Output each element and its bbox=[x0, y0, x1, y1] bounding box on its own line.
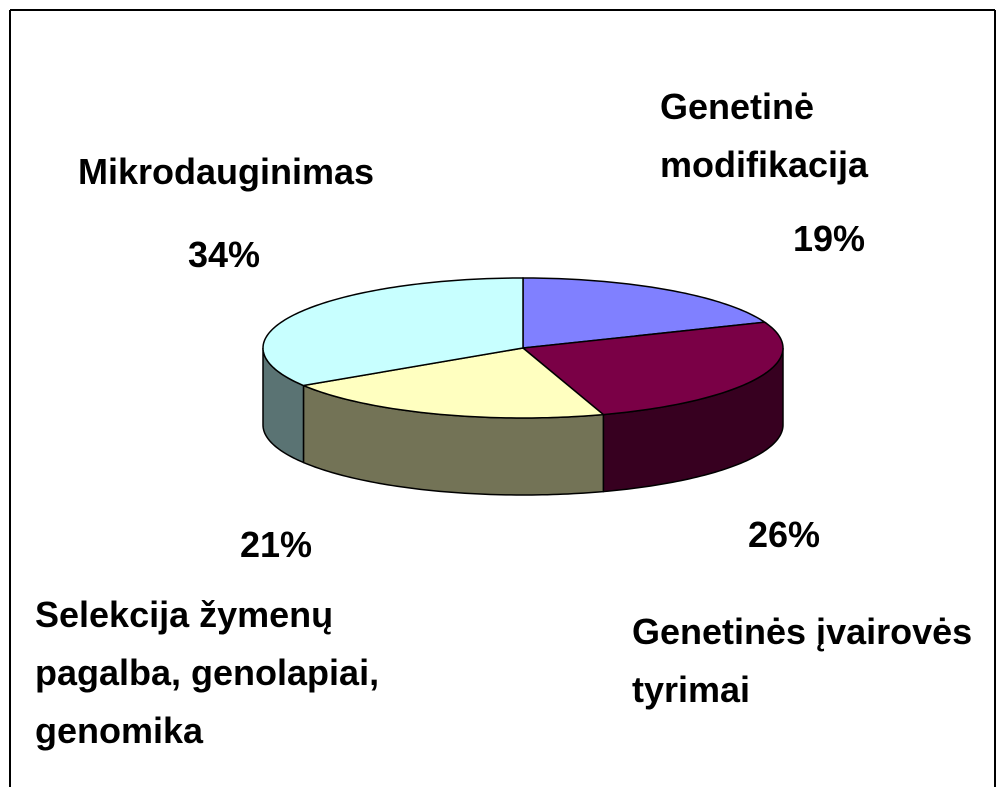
pie-slice bbox=[300, 347, 606, 419]
value-label: 26% bbox=[748, 514, 821, 555]
pie-slice bbox=[521, 321, 784, 416]
value-label: 21% bbox=[240, 524, 313, 565]
category-label: Genetinė modifikacija bbox=[660, 86, 869, 185]
pie-slice bbox=[262, 277, 524, 387]
pie-slice bbox=[522, 277, 767, 349]
category-label: Selekcija žymenų pagalba, genolapiai, ge… bbox=[35, 594, 380, 751]
category-label: Genetinės įvairovės tyrimai bbox=[632, 611, 973, 710]
value-label: 19% bbox=[793, 218, 866, 259]
category-label: Mikrodauginimas bbox=[78, 151, 375, 192]
value-label: 34% bbox=[188, 234, 261, 275]
